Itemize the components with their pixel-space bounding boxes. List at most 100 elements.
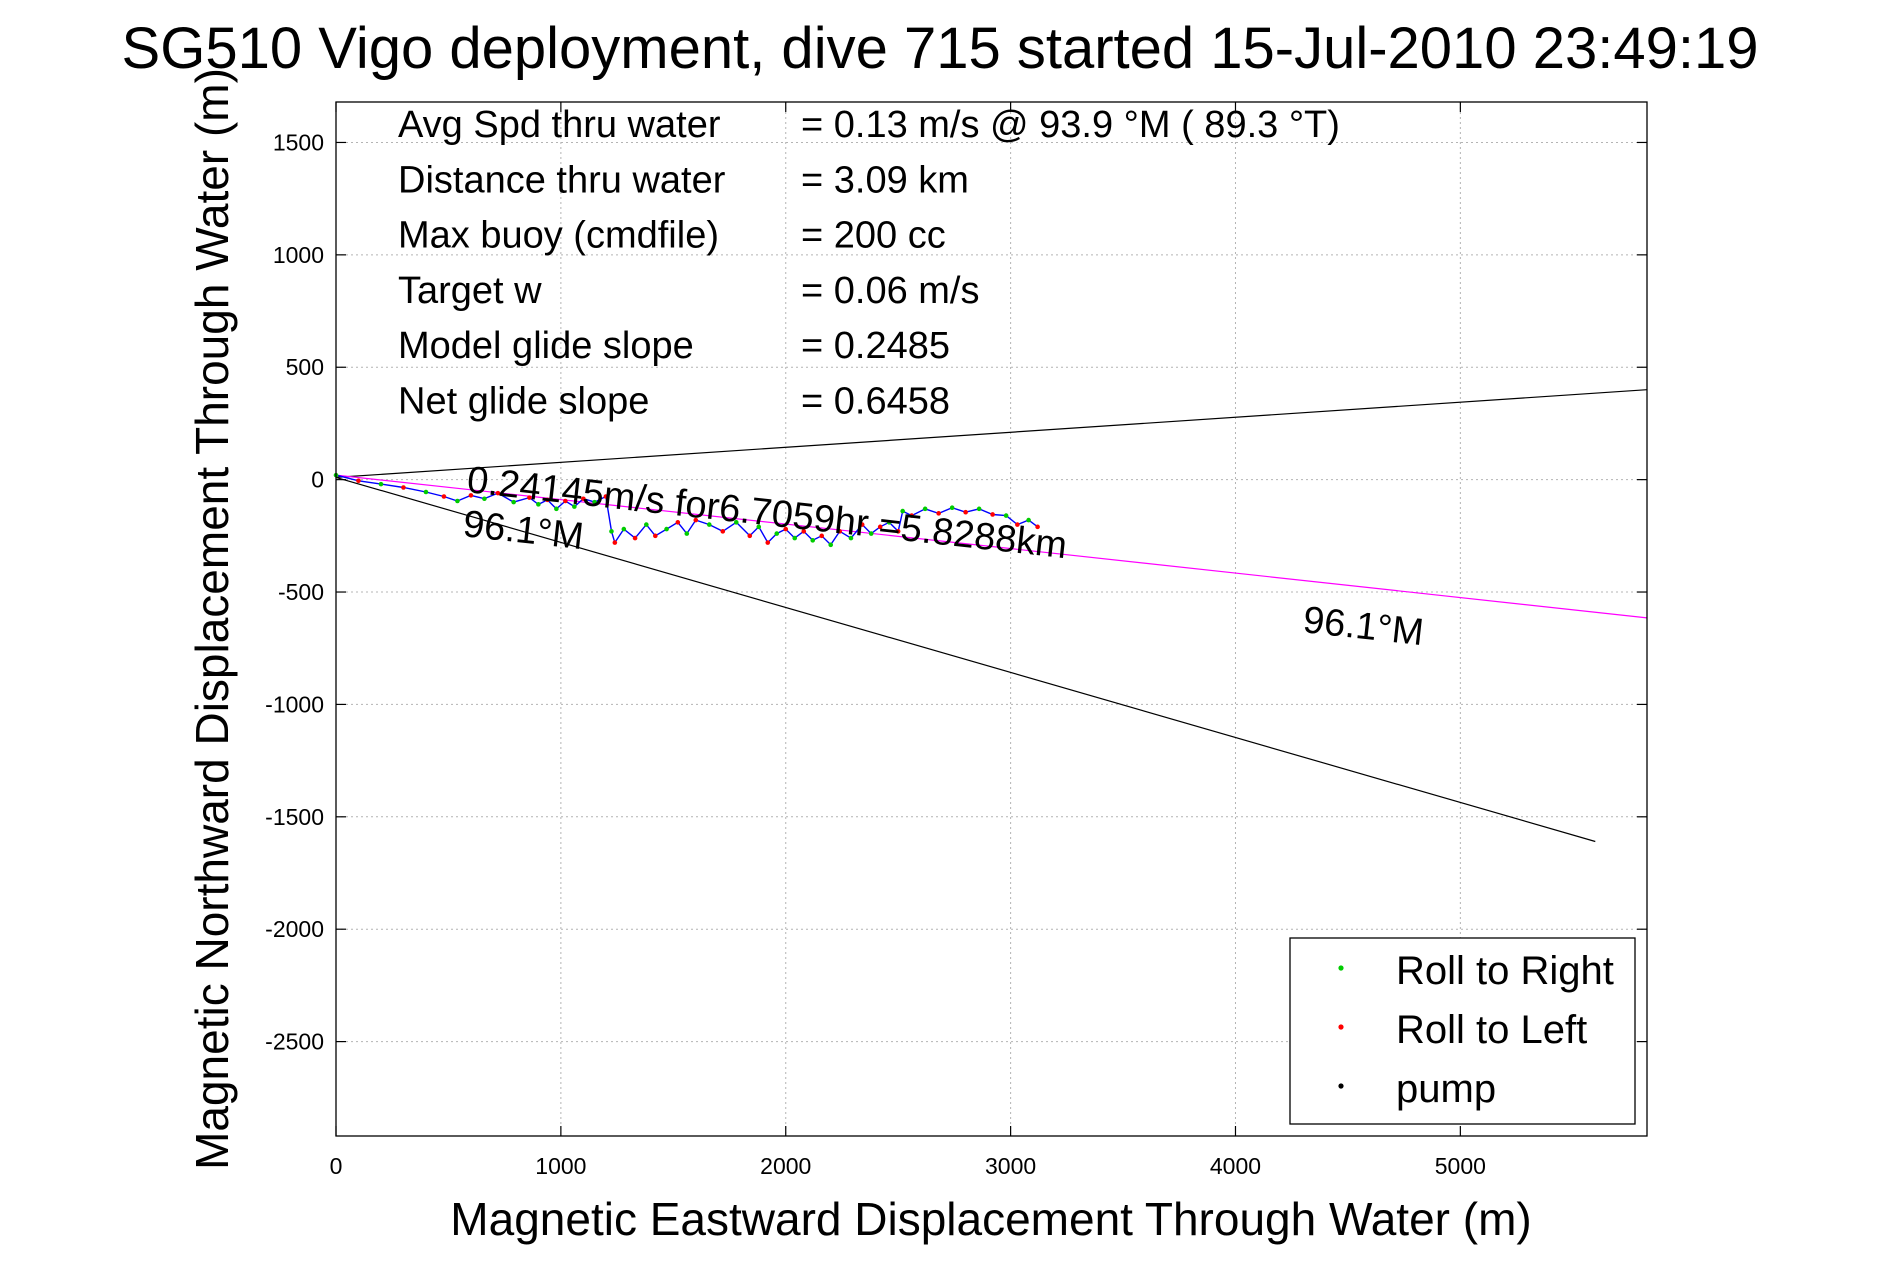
series-group <box>333 389 1648 843</box>
track-point <box>792 535 798 541</box>
legend-label: Roll to Right <box>1396 949 1614 993</box>
track-point <box>819 533 825 539</box>
axis-ticks: 0 1000 2000 3000 4000 5000150010005000-500-10… <box>265 102 1647 1179</box>
track-point <box>684 531 690 536</box>
info-line-label: Max buoy (cmdfile) <box>398 215 719 257</box>
track-point <box>378 481 384 487</box>
legend-label: pump <box>1396 1067 1496 1111</box>
track-point <box>693 517 699 523</box>
y-tick-label: 1000 <box>273 242 324 268</box>
current-vector-line <box>335 474 1648 619</box>
track-point <box>900 508 905 514</box>
info-line-label: Model glide slope <box>398 325 694 367</box>
track-point <box>801 529 807 534</box>
track-point <box>949 505 955 511</box>
legend: Roll to Right Roll to Left pump <box>1289 937 1636 1125</box>
track-point <box>733 520 739 525</box>
x-axis-label: Magnetic Eastward Displacement Through W… <box>450 1193 1531 1245</box>
legend-marker <box>1338 1024 1344 1030</box>
track-point <box>632 535 638 541</box>
track-point <box>720 529 726 534</box>
info-line-label: Avg Spd thru water <box>398 104 721 146</box>
track-point <box>675 520 681 525</box>
track-point <box>621 526 627 532</box>
track-point <box>536 502 541 507</box>
track-point <box>1026 517 1031 523</box>
track-point <box>609 529 614 534</box>
track-point <box>644 522 649 527</box>
track-point <box>592 499 597 505</box>
track-point <box>554 506 559 512</box>
x-tick-label: 5000 <box>1435 1153 1486 1179</box>
y-tick-label: -500 <box>278 579 324 605</box>
y-tick-label: -1000 <box>265 691 324 717</box>
info-line-label: Net glide slope <box>398 381 649 423</box>
track-point <box>895 529 901 534</box>
track-point <box>810 538 816 543</box>
x-tick-label: 1000 <box>535 1153 586 1179</box>
track-point <box>1003 513 1009 518</box>
track-point <box>886 520 892 525</box>
y-tick-label: -2500 <box>265 1029 324 1055</box>
y-axis-label: Magnetic Northward Displacement Through … <box>186 68 238 1170</box>
info-line-value: = 0.6458 <box>801 381 950 423</box>
info-line-value: = 3.09 km <box>801 159 969 201</box>
legend-marker <box>1338 965 1344 971</box>
track-point <box>441 494 447 499</box>
info-panel: Avg Spd thru water = 0.13 m/s @ 93.9 °M (… <box>398 104 1340 423</box>
track-point <box>572 504 577 509</box>
track-point <box>765 540 771 545</box>
track-point <box>455 498 460 504</box>
plot-frame <box>335 101 1648 1137</box>
track-point <box>922 506 928 512</box>
y-tick-label: -2000 <box>265 916 324 942</box>
track-point <box>774 531 780 536</box>
info-line-label: Distance thru water <box>398 159 726 201</box>
track-point <box>747 533 753 539</box>
track-point <box>563 498 568 504</box>
track-point <box>468 493 474 498</box>
info-line-label: Target w <box>398 270 542 312</box>
track-point <box>877 524 883 530</box>
info-line-value: = 0.2485 <box>801 325 950 367</box>
track-point <box>706 522 712 527</box>
track-point <box>401 485 406 490</box>
track-point <box>859 522 865 527</box>
track-point <box>868 531 874 536</box>
track-point <box>482 496 487 502</box>
track-point <box>423 489 429 495</box>
legend-box <box>1289 937 1636 1125</box>
track-point <box>909 513 914 518</box>
info-line-value: = 0.13 m/s @ 93.9 °M ( 89.3 °T) <box>801 104 1340 146</box>
track-point <box>356 478 361 484</box>
info-line-value: = 200 cc <box>801 215 946 257</box>
track-point <box>1035 524 1040 530</box>
track-point <box>511 499 516 505</box>
track-point <box>653 533 658 539</box>
track-point <box>990 512 995 517</box>
track-point <box>828 542 834 548</box>
track-point <box>756 524 762 530</box>
track-point <box>963 509 968 515</box>
x-tick-label: 2000 <box>760 1153 811 1179</box>
y-tick-label: 0 <box>311 467 324 493</box>
x-tick-label: 3000 <box>985 1153 1036 1179</box>
track-point <box>783 526 789 532</box>
legend-label: Roll to Left <box>1396 1008 1587 1052</box>
track-point <box>612 540 618 545</box>
chart-title: SG510 Vigo deployment, dive 715 started … <box>122 16 1759 81</box>
reference-heading-line <box>335 389 1648 478</box>
track-point <box>848 535 854 541</box>
x-tick-label: 4000 <box>1210 1153 1261 1179</box>
track-point <box>527 495 532 500</box>
legend-marker <box>1338 1083 1344 1089</box>
x-tick-label: 0 <box>330 1153 343 1179</box>
track-point <box>664 526 669 532</box>
track-point <box>976 506 982 512</box>
track-point <box>495 490 501 496</box>
y-tick-label: 500 <box>286 354 324 380</box>
track-point <box>936 511 941 516</box>
track-point <box>581 496 586 502</box>
track-point <box>837 529 843 534</box>
